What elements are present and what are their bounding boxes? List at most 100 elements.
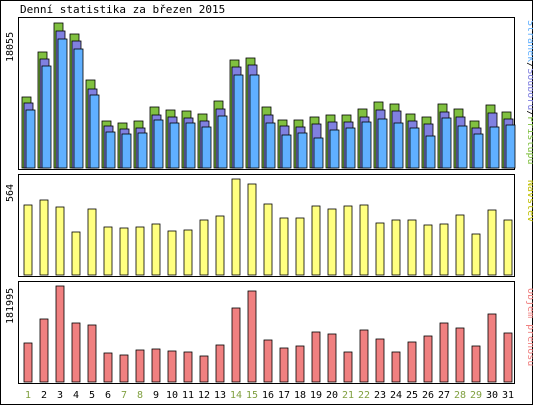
volume-bar-day-21 (343, 351, 353, 383)
legend-files: Souborů (525, 68, 533, 110)
day-label-15: 15 (246, 390, 258, 401)
volume-bar-day-24 (391, 351, 401, 383)
pages-bar-day-18 (297, 132, 308, 169)
visits-bar-day-26 (423, 224, 433, 276)
pages-bar-day-30 (489, 126, 500, 169)
volume-bar-day-19 (311, 331, 321, 383)
pages-bar-day-11 (185, 122, 196, 169)
day-label-26: 26 (422, 390, 434, 401)
pages-bar-day-15 (249, 74, 260, 169)
visits-bar-day-11 (183, 229, 193, 276)
pages-bar-day-14 (233, 74, 244, 169)
volume-legend: Objem přenosu (525, 288, 533, 366)
volume-bar-day-28 (455, 327, 465, 383)
volume-bar-day-20 (327, 333, 337, 383)
day-label-9: 9 (153, 390, 159, 401)
day-label-14: 14 (230, 390, 242, 401)
day-label-30: 30 (486, 390, 498, 401)
volume-bar-day-13 (215, 344, 225, 383)
visits-bar-day-29 (471, 233, 481, 276)
day-label-17: 17 (278, 390, 290, 401)
pages-bar-day-9 (153, 119, 164, 169)
day-label-16: 16 (262, 390, 274, 401)
visits-bar-day-16 (263, 203, 273, 276)
visits-bar-day-24 (391, 219, 401, 276)
volume-bar-day-25 (407, 341, 417, 383)
visits-bar-day-12 (199, 219, 209, 276)
pages-bar-day-12 (201, 126, 212, 169)
visits-bar-day-31 (503, 219, 513, 276)
volume-bar-day-4 (71, 322, 81, 383)
volume-bar-day-8 (135, 349, 145, 383)
pages-bar-day-31 (505, 124, 516, 169)
visits-bar-day-28 (455, 214, 465, 276)
volume-bar-day-2 (39, 318, 49, 383)
pages-bar-day-23 (377, 118, 388, 169)
volume-bar-day-16 (263, 339, 273, 383)
visits-bar-day-10 (167, 230, 177, 276)
volume-bar-day-23 (375, 338, 385, 383)
volume-bar-day-26 (423, 335, 433, 383)
pages-bar-day-16 (265, 122, 276, 169)
day-label-25: 25 (406, 390, 418, 401)
volume-bar-day-31 (503, 332, 513, 383)
day-label-8: 8 (137, 390, 143, 401)
day-label-3: 3 (57, 390, 63, 401)
day-label-20: 20 (326, 390, 338, 401)
visits-bar-day-7 (119, 227, 129, 276)
pages-bar-day-13 (217, 115, 228, 169)
pages-bar-day-3 (57, 38, 68, 169)
visits-bars (23, 178, 513, 276)
day-label-28: 28 (454, 390, 466, 401)
day-label-12: 12 (198, 390, 210, 401)
hits-files-pages-bars (21, 22, 516, 169)
pages-bar-day-19 (313, 137, 324, 169)
legend-hits: Přístupů (525, 116, 533, 164)
volume-bar-day-9 (151, 348, 161, 383)
hits-legend: Stránek/Souborů/Přístupů (525, 20, 533, 165)
visits-bar-day-14 (231, 178, 241, 276)
volume-bar-day-12 (199, 355, 209, 383)
volume-bar-day-3 (55, 285, 65, 383)
chart-title: Denní statistika za březen 2015 (20, 3, 225, 16)
visits-bar-day-15 (247, 183, 257, 276)
hits-max-label: 18055 (5, 32, 16, 62)
day-label-7: 7 (121, 390, 127, 401)
volume-bar-day-6 (103, 352, 113, 383)
visits-bar-day-1 (23, 204, 33, 276)
pages-bar-day-17 (281, 134, 292, 169)
legend-pages: Stránek (525, 20, 533, 62)
volume-bar-day-11 (183, 351, 193, 383)
day-label-11: 11 (182, 390, 194, 401)
visits-bar-day-4 (71, 231, 81, 276)
visits-bar-day-5 (87, 208, 97, 276)
pages-bar-day-8 (137, 132, 148, 169)
visits-bar-day-22 (359, 204, 369, 276)
day-label-1: 1 (25, 390, 31, 401)
volume-bar-day-1 (23, 342, 33, 383)
volume-bars (23, 285, 513, 383)
pages-bar-day-10 (169, 122, 180, 169)
day-axis-labels: 1 2 3 4 5 6 7 8 9 10 11 12 13 14 15 16 17 18 19 20 21 22 23 24 2… (25, 390, 514, 401)
pages-bar-day-28 (457, 125, 468, 169)
visits-bar-day-25 (407, 219, 417, 276)
volume-bar-day-22 (359, 329, 369, 383)
visits-bar-day-8 (135, 226, 145, 276)
day-label-2: 2 (41, 390, 47, 401)
volume-bar-day-18 (295, 345, 305, 383)
visits-bar-day-27 (439, 223, 449, 276)
day-label-10: 10 (166, 390, 178, 401)
volume-bar-day-10 (167, 350, 177, 383)
volume-max-label: 181995 (5, 288, 16, 324)
day-label-31: 31 (502, 390, 514, 401)
visits-bar-day-30 (487, 209, 497, 276)
visits-bar-day-23 (375, 222, 385, 276)
visits-bar-day-3 (55, 206, 65, 276)
pages-bar-day-24 (393, 122, 404, 169)
day-label-5: 5 (89, 390, 95, 401)
day-label-27: 27 (438, 390, 450, 401)
visits-max-label: 564 (5, 184, 16, 202)
volume-bar-day-15 (247, 290, 257, 383)
visits-bar-day-19 (311, 205, 321, 276)
